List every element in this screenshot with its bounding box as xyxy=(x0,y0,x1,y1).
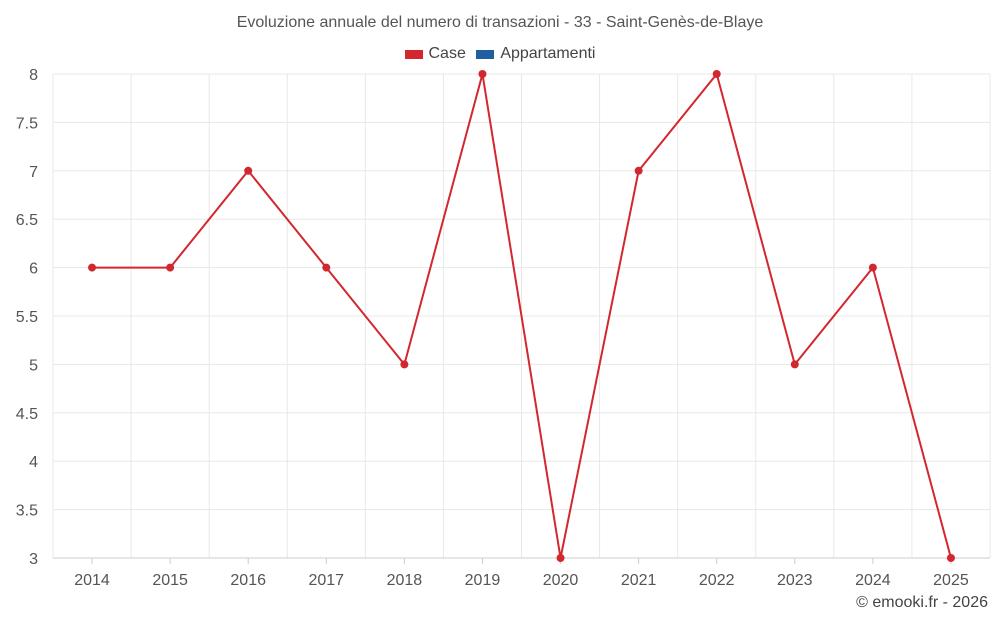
x-tick-label: 2016 xyxy=(230,572,266,589)
legend-item-case[interactable]: Case xyxy=(404,45,466,63)
data-point-case-2014 xyxy=(88,263,97,272)
legend-swatch-appartamenti xyxy=(476,49,495,59)
x-tick-label: 2025 xyxy=(933,572,969,589)
legend: Case Appartamenti xyxy=(0,45,1000,64)
x-tick-label: 2018 xyxy=(387,572,423,589)
y-tick-label: 6.5 xyxy=(16,212,38,229)
copyright-credit: © emooki.fr - 2026 xyxy=(856,594,988,611)
y-tick-label: 6 xyxy=(29,261,38,278)
legend-label-appartamenti: Appartamenti xyxy=(500,45,596,62)
data-point-case-2019 xyxy=(478,70,487,78)
x-tick-label: 2023 xyxy=(777,572,813,589)
series-line-case xyxy=(92,73,952,559)
y-tick-label: 3.5 xyxy=(16,503,38,520)
x-tick-label: 2024 xyxy=(855,572,891,589)
x-tick-label: 2019 xyxy=(465,572,501,589)
data-point-case-2015 xyxy=(166,263,175,272)
y-tick-label: 5.5 xyxy=(16,309,38,326)
data-point-case-2022 xyxy=(712,70,721,78)
y-tick-label: 4.5 xyxy=(16,406,38,423)
x-tick-label: 2022 xyxy=(699,572,735,589)
legend-swatch-case xyxy=(404,49,423,59)
x-tick-label: 2015 xyxy=(152,572,188,589)
y-tick-label: 3 xyxy=(29,551,38,568)
legend-item-appartamenti[interactable]: Appartamenti xyxy=(476,45,595,63)
data-point-case-2018 xyxy=(400,360,409,369)
data-point-case-2020 xyxy=(556,554,565,562)
y-tick-label: 7.5 xyxy=(16,115,38,132)
y-tick-label: 4 xyxy=(29,454,38,471)
data-point-case-2021 xyxy=(634,166,643,175)
y-tick-label: 8 xyxy=(29,67,38,84)
x-tick-label: 2017 xyxy=(308,572,344,589)
chart-title: Evoluzione annuale del numero di transaz… xyxy=(236,14,764,31)
x-tick-label: 2014 xyxy=(74,572,110,589)
data-point-case-2025 xyxy=(946,554,955,562)
data-point-case-2023 xyxy=(790,360,799,369)
x-tick-label: 2020 xyxy=(543,572,579,589)
x-tick-label: 2021 xyxy=(621,572,657,589)
data-point-case-2017 xyxy=(322,263,331,272)
data-point-case-2024 xyxy=(868,263,877,272)
legend-label-case: Case xyxy=(428,45,466,62)
data-point-case-2016 xyxy=(244,166,253,175)
y-tick-label: 5 xyxy=(29,357,38,374)
y-tick-label: 7 xyxy=(29,164,38,181)
